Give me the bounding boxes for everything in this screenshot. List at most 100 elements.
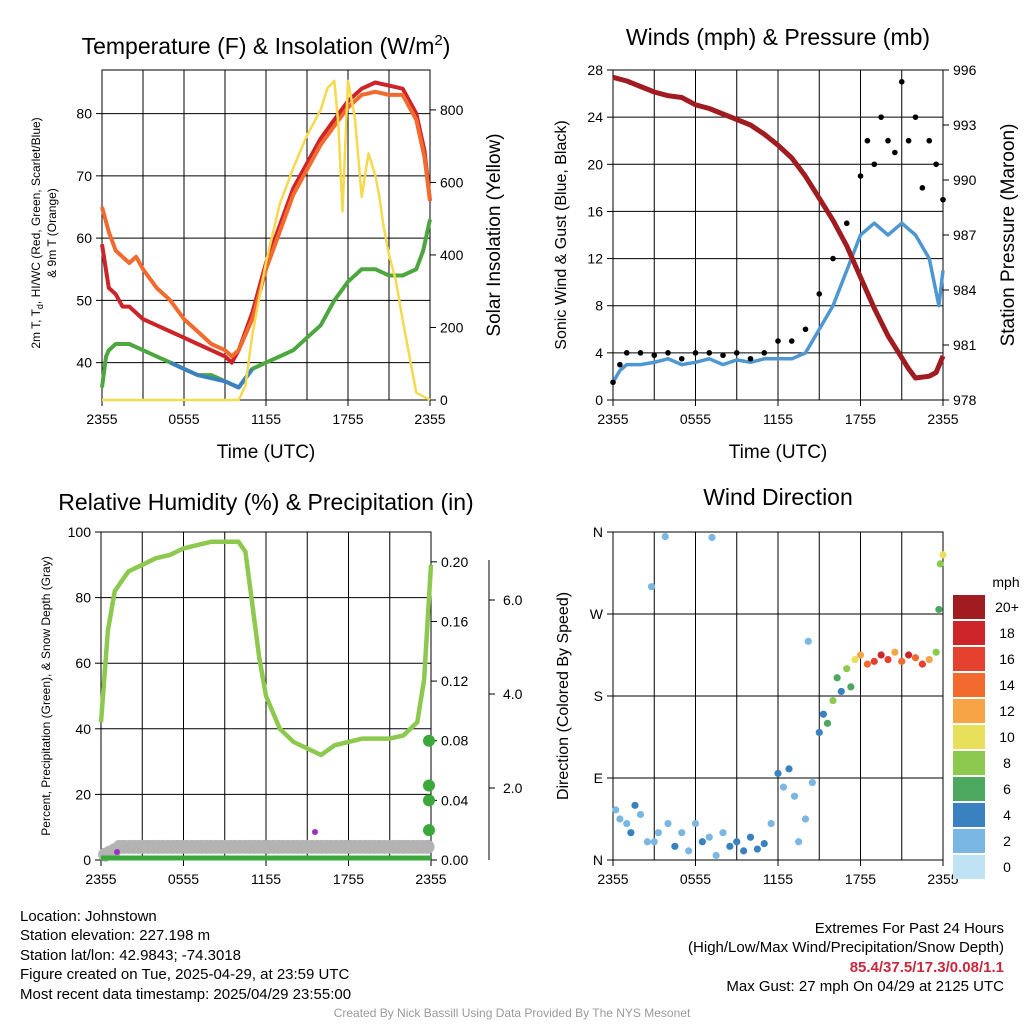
gust-point (747, 355, 754, 362)
gust-point (857, 173, 864, 179)
direction-point (833, 674, 841, 682)
legend-swatch-14 (953, 673, 985, 697)
direction-point (671, 842, 679, 850)
direction-point (939, 551, 947, 559)
direction-point (691, 819, 700, 828)
gust-point (816, 291, 823, 297)
direction-point (932, 648, 940, 656)
legend-swatch-18 (953, 621, 985, 645)
max-gust: Max Gust: 27 mph On 04/29 at 2125 UTC (726, 978, 1004, 996)
pressure-ytick-label: 990 (953, 172, 977, 188)
legend-label-20plus: 20+ (995, 599, 1019, 615)
legend-label-14: 14 (999, 677, 1015, 693)
legend-label-8: 8 (1003, 755, 1011, 771)
series-9m-t (100, 89, 432, 359)
winds-xlabel: Time (UTC) (729, 442, 828, 463)
legend-swatch-20plus (953, 595, 985, 619)
snow-depth-point (420, 839, 435, 854)
direction-point (643, 838, 651, 846)
humidity-panel: Relative Humidity (%) & Precipitation (i… (39, 489, 523, 887)
legend-swatch-12 (953, 699, 985, 723)
extremes-title: Extremes For Past 24 Hours (814, 920, 1004, 937)
figure-created: Figure created on Tue, 2025-04-29, at 23… (20, 966, 350, 984)
direction-point (712, 851, 720, 860)
series-solar-insolation (102, 79, 431, 402)
temperature-ylabel-line2: & 9m T (Orange) (45, 188, 59, 278)
direction-ytick-label: E (594, 770, 603, 786)
series-relative-humidity (98, 539, 434, 758)
temperature-ytick-label: 50 (76, 292, 92, 308)
extremes-info: Extremes For Past 24 Hours (High/Low/Max… (688, 919, 1004, 997)
series-station-pressure (612, 74, 946, 381)
direction-point (877, 651, 885, 659)
legend-label-18: 18 (999, 625, 1015, 641)
gust-point (802, 326, 809, 333)
gust-point (665, 350, 671, 356)
winds-ylabel-left: Sonic Wind & Gust (Blue, Black) (553, 120, 570, 349)
gust-point (940, 196, 946, 203)
series-wc (169, 360, 254, 390)
winds-ytick-label: 4 (595, 345, 603, 361)
direction-xtick-label: 0555 (680, 871, 711, 887)
temperature-xtick-label: 2355 (86, 411, 117, 427)
humidity-xtick-label: 1755 (333, 871, 364, 887)
direction-point (829, 696, 837, 705)
direction-point (819, 710, 827, 718)
precip-marker (114, 849, 120, 855)
gust-point (919, 185, 926, 191)
direction-xtick-label: 1155 (763, 871, 793, 887)
gust-point (898, 78, 905, 85)
direction-point (650, 838, 658, 846)
precip-point (423, 824, 435, 837)
direction-point (808, 778, 816, 787)
winds-xtick-label: 2355 (927, 411, 958, 427)
precip-point (423, 734, 435, 747)
direction-point (884, 655, 892, 664)
legend-swatch-0 (953, 855, 985, 879)
humidity-xtick-label: 2355 (415, 871, 446, 887)
direction-point (779, 783, 788, 791)
solar-ytick-label: 200 (440, 319, 464, 335)
snow-ytick-label: 2.0 (503, 780, 523, 796)
direction-point (726, 842, 734, 850)
solar-ytick-label: 600 (440, 174, 464, 190)
humidity-ytick-label: 20 (75, 786, 91, 802)
temperature-panel: Temperature (F) & Insolation (W/m2) 2355… (29, 32, 505, 463)
gust-point (623, 350, 630, 356)
gust-point (678, 355, 685, 362)
solar-ytick-label: 800 (440, 102, 464, 118)
direction-point (785, 765, 793, 773)
temperature-ylabel-right: Solar Insolation (Yellow) (484, 133, 505, 336)
gust-point (864, 137, 871, 144)
direction-point (767, 819, 775, 828)
precip-ytick-label: 0.04 (441, 792, 468, 808)
direction-point (698, 838, 706, 846)
direction-ytick-label: N (593, 852, 603, 868)
direction-point (753, 845, 761, 853)
direction-title: Wind Direction (703, 484, 853, 510)
legend-swatch-4 (953, 803, 985, 827)
direction-point (664, 819, 672, 828)
temperature-ytick-label: 70 (76, 168, 92, 184)
solar-ytick-label: 400 (440, 247, 464, 263)
pressure-ytick-label: 996 (953, 62, 977, 78)
direction-point (804, 637, 812, 645)
direction-point (935, 605, 943, 614)
winds-xtick-label: 1155 (763, 411, 793, 427)
precip-ytick-label: 0.00 (441, 852, 468, 868)
gust-point (843, 220, 850, 227)
direction-point (870, 657, 878, 665)
direction-point (823, 719, 832, 727)
winds-title: Winds (mph) & Pressure (mb) (626, 24, 930, 50)
temperature-xtick-label: 2355 (414, 411, 445, 427)
direction-point (654, 829, 662, 837)
direction-point (733, 838, 741, 846)
speed-legend: mph 20+ 18 16 14 12 10 8 6 4 2 0 (953, 574, 1020, 879)
gust-point (775, 338, 781, 344)
precip-point (423, 794, 435, 807)
direction-point (795, 838, 803, 846)
direction-point (863, 660, 871, 668)
recent-timestamp: Most recent data timestamp: 2025/04/29 2… (20, 985, 352, 1003)
gust-point (761, 350, 768, 356)
humidity-xtick-label: 0555 (168, 871, 199, 887)
